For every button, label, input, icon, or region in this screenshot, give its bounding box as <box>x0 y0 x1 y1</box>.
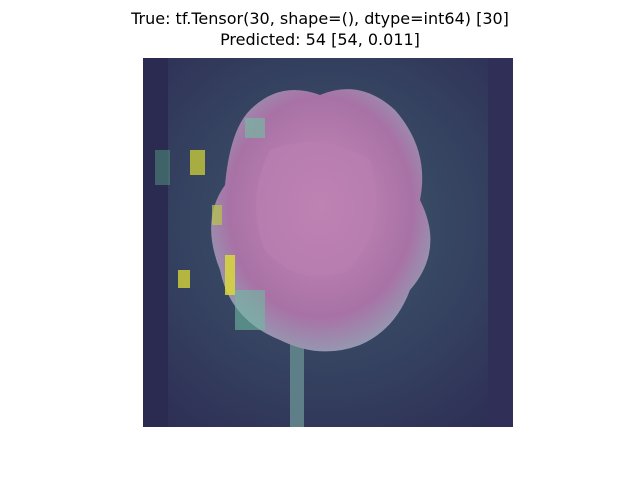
title-line: True: tf.Tensor(30, shape=(), dtype=int6… <box>130 9 509 28</box>
title-line: Predicted: 54 [54, 0.011] <box>220 30 420 49</box>
image <box>143 58 513 427</box>
